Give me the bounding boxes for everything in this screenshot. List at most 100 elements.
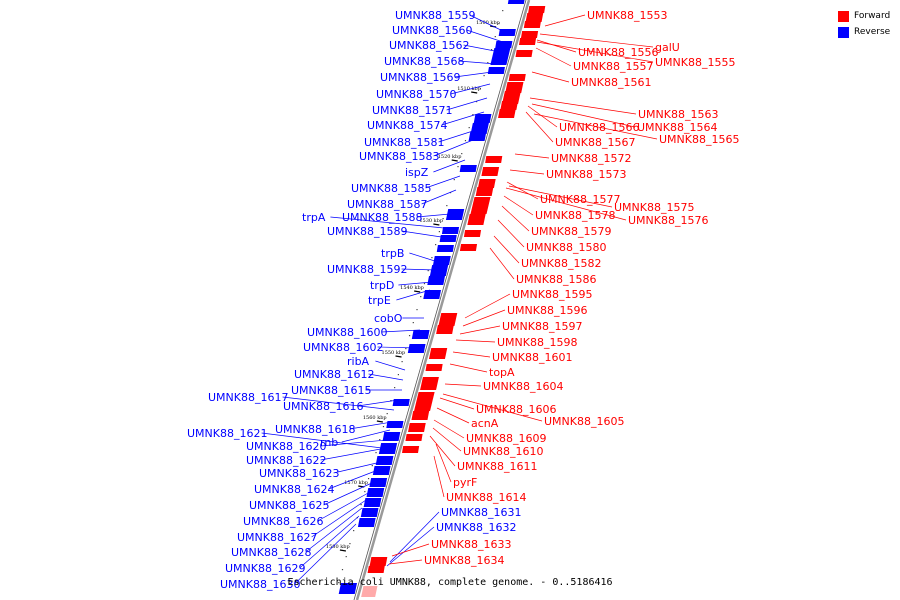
reverse-leader-line (401, 268, 437, 271)
reverse-leader-line (328, 469, 379, 490)
reverse-gene-glyph (427, 276, 446, 285)
minor-tick (349, 543, 351, 545)
forward-gene-label: UMNK88_1606 (476, 403, 556, 416)
forward-gene-glyph (436, 325, 454, 334)
minor-tick (468, 127, 470, 129)
forward-leader-line (544, 14, 586, 27)
reverse-leader-line (466, 29, 504, 43)
minor-tick (364, 491, 366, 493)
forward-leader-line (505, 187, 627, 221)
reverse-gene-glyph (495, 41, 513, 48)
reverse-leader-line (396, 289, 431, 301)
forward-gene-label: UMNK88_1553 (587, 9, 667, 22)
reverse-gene-label: UMNK88_1588 (342, 211, 422, 224)
forward-leader-line (535, 47, 572, 67)
forward-gene-label: acnA (471, 417, 499, 430)
forward-gene-glyph (405, 434, 423, 441)
reverse-gene-glyph (507, 0, 525, 4)
minor-tick (423, 283, 426, 285)
reverse-leader-line (311, 499, 367, 538)
reverse-leader-line (454, 71, 493, 78)
tick-mark (471, 91, 478, 94)
minor-tick (367, 478, 370, 480)
reverse-gene-label: UMNK88_1574 (367, 119, 447, 132)
forward-gene-glyph (528, 6, 546, 13)
forward-gene-label: UMNK88_1561 (571, 76, 651, 89)
minor-tick (490, 49, 493, 51)
tick-label: 1520 kbp (438, 154, 462, 160)
reverse-leader-line (433, 139, 474, 157)
reverse-gene-label: UMNK88_1622 (246, 454, 326, 467)
reverse-gene-label: UMNK88_1628 (231, 546, 311, 559)
reverse-gene-glyph (441, 227, 460, 234)
reverse-gene-label: UMNK88_1587 (347, 198, 427, 211)
forward-leader-line (539, 33, 654, 48)
reverse-leader-line (421, 189, 457, 205)
minor-tick (397, 374, 399, 376)
forward-leader-line (435, 443, 452, 483)
forward-gene-glyph (518, 38, 537, 45)
minor-tick (379, 439, 381, 441)
reverse-gene-label: UMNK88_1585 (351, 182, 431, 195)
reverse-leader-line (416, 213, 451, 218)
legend: Forward Reverse (838, 8, 898, 40)
forward-gene-glyph (523, 21, 541, 28)
minor-tick (375, 452, 377, 454)
forward-gene-label: UMNK88_1601 (492, 351, 572, 364)
minor-tick (420, 296, 422, 298)
forward-gene-glyph (500, 101, 519, 110)
reverse-gene-label: UMNK88_1620 (246, 440, 326, 453)
reverse-gene-glyph (366, 488, 385, 497)
reverse-gene-glyph (468, 132, 487, 141)
forward-gene-glyph (428, 348, 448, 359)
reverse-leader-line (294, 523, 357, 585)
minor-tick (416, 309, 418, 311)
reverse-gene-label: trpD (370, 279, 394, 292)
reverse-gene-label: ribA (347, 355, 370, 368)
forward-gene-label: UMNK88_1595 (512, 288, 592, 301)
minor-tick (338, 582, 340, 584)
minor-tick (457, 166, 459, 168)
reverse-gene-glyph (407, 344, 426, 353)
reverse-leader-line (368, 373, 404, 381)
reverse-gene-label: UMNK88_1625 (249, 499, 329, 512)
forward-leader-line (493, 235, 520, 264)
forward-gene-label: UMNK88_1572 (551, 152, 631, 165)
forward-gene-glyph (515, 50, 533, 57)
reverse-leader-line (433, 159, 466, 173)
reverse-leader-line (441, 111, 485, 126)
minor-tick (341, 569, 344, 571)
forward-gene-glyph (481, 167, 500, 176)
reverse-gene-label: trpA (302, 211, 326, 224)
forward-leader-line (506, 181, 539, 200)
tick-label: 1500 kbp (476, 20, 500, 26)
reverse-leader-line (463, 44, 501, 53)
minor-tick (408, 335, 411, 337)
reverse-gene-glyph (357, 518, 376, 527)
minor-tick (461, 153, 463, 155)
reverse-leader-line (450, 83, 491, 95)
forward-leader-line (489, 247, 515, 280)
reverse-gene-label: UMNK88_1568 (384, 55, 464, 68)
forward-gene-label: UMNK88_1575 (614, 201, 694, 214)
backbone-line (355, 0, 531, 600)
forward-gene-label: UMNK88_1597 (502, 320, 582, 333)
forward-gene-label: topA (489, 366, 515, 379)
reverse-leader-line (425, 175, 461, 189)
forward-gene-label: UMNK88_1596 (507, 304, 587, 317)
map-caption: Escherichia coli UMNK88, complete genome… (0, 577, 900, 588)
reverse-gene-glyph (386, 421, 404, 428)
forward-gene-glyph (408, 423, 426, 432)
reverse-gene-glyph (369, 478, 388, 487)
forward-gene-glyph (498, 109, 516, 118)
reverse-gene-glyph (459, 165, 477, 172)
reverse-gene-label: UMNK88_1624 (254, 483, 334, 496)
reverse-gene-label: UMNK88_1630 (220, 578, 300, 591)
forward-leader-line (514, 153, 550, 159)
reverse-gene-label: UMNK88_1616 (283, 400, 363, 413)
minor-tick (442, 218, 444, 220)
minor-tick (494, 36, 496, 38)
reverse-leader-line (375, 360, 406, 371)
forward-gene-label: UMNK88_1609 (466, 432, 546, 445)
forward-gene-glyph (459, 244, 478, 251)
